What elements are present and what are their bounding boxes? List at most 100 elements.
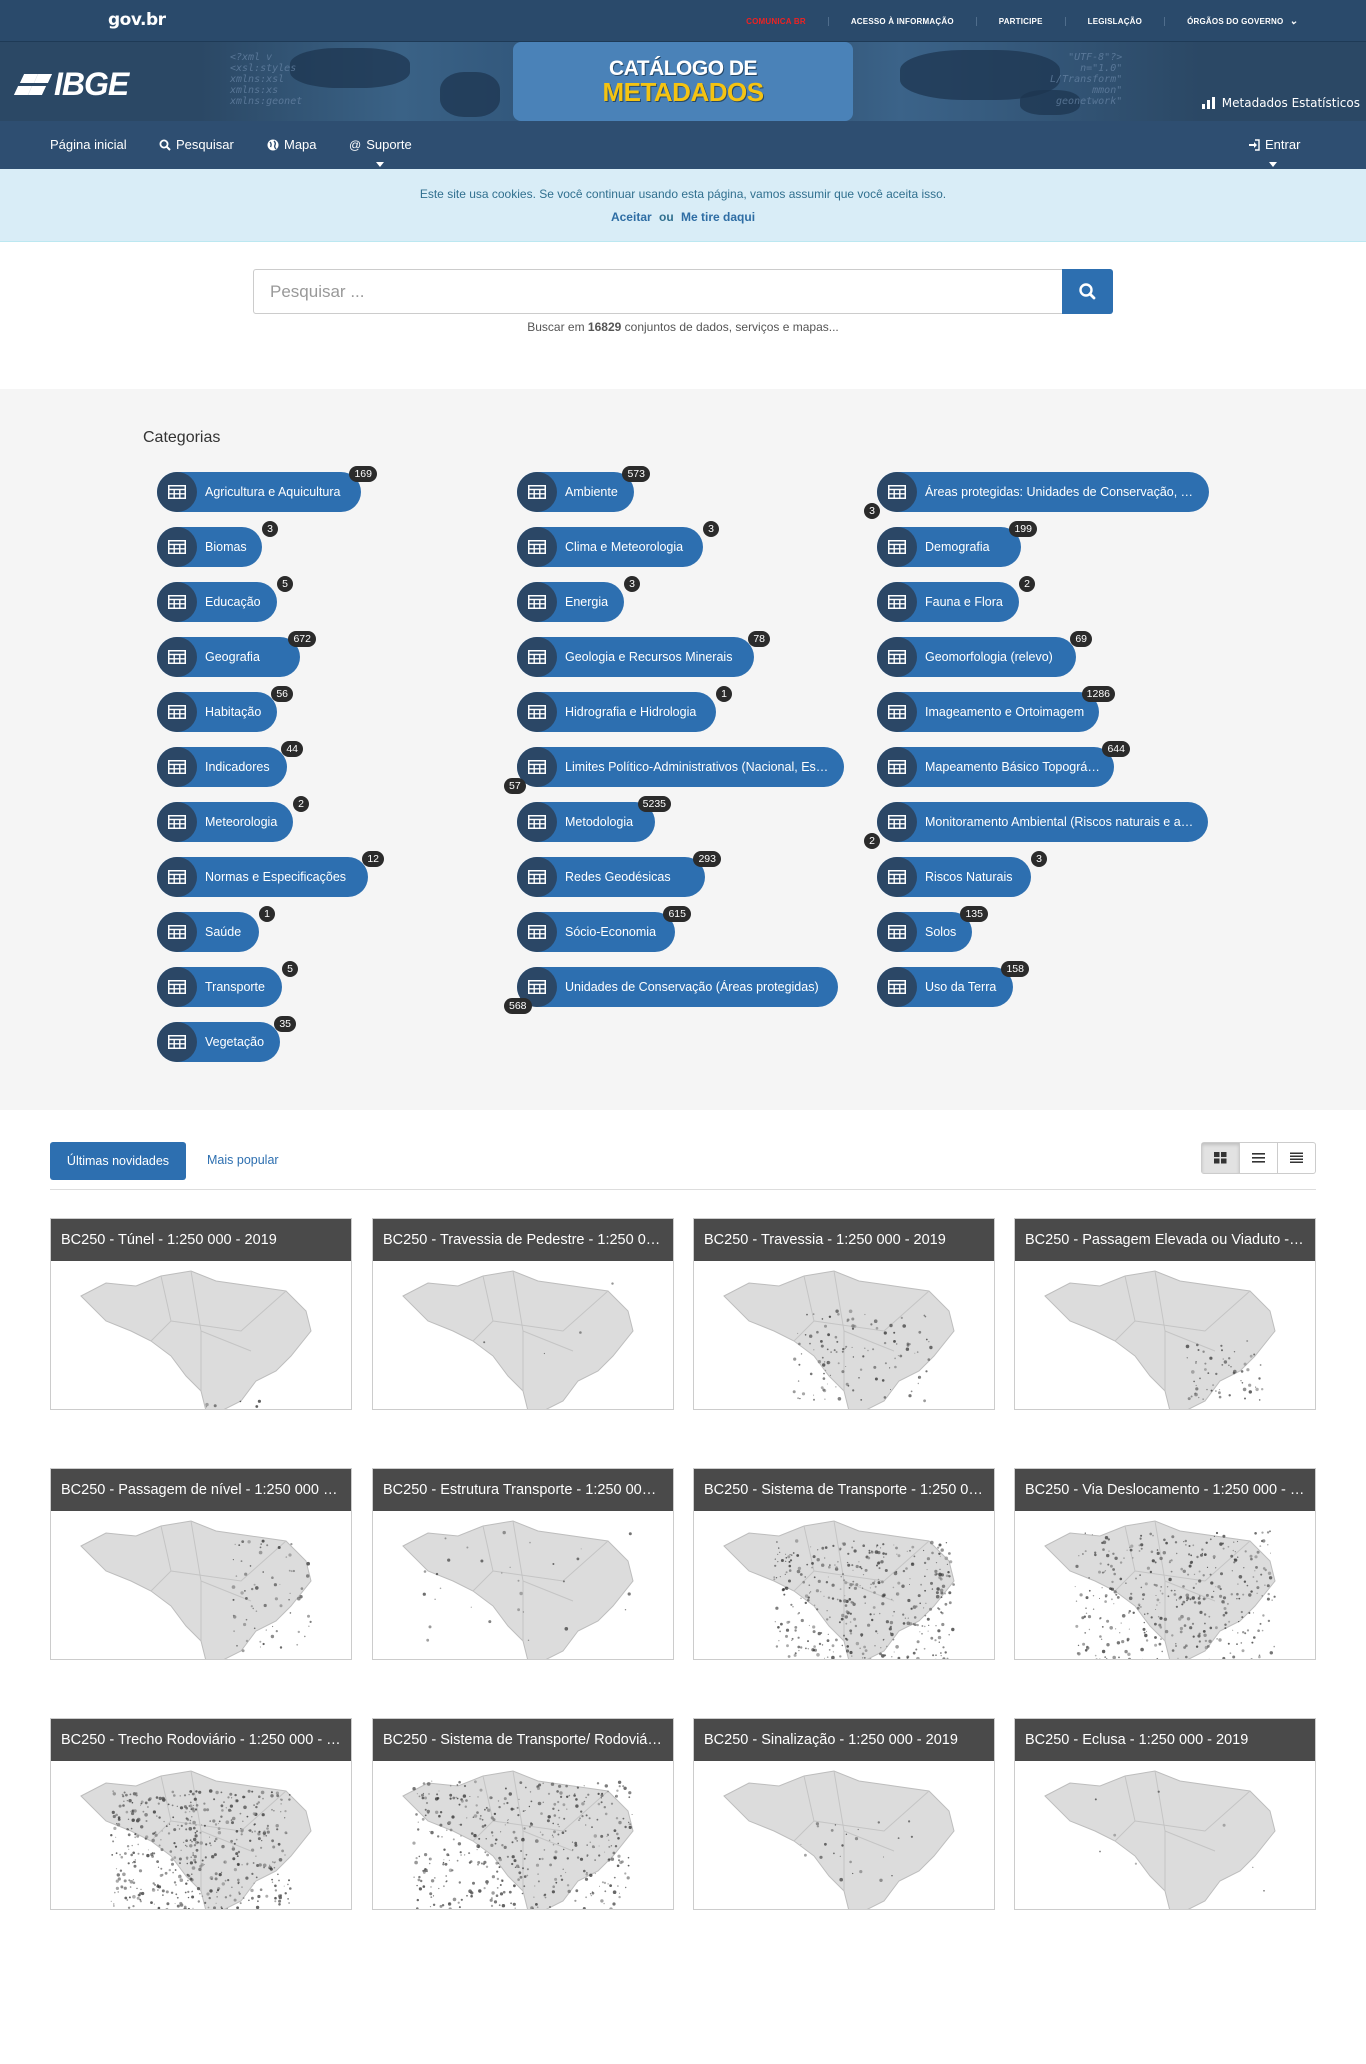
category-item[interactable]: Unidades de Conservação (Áreas protegida… [517, 967, 838, 1007]
category-item[interactable]: Solos [877, 912, 972, 952]
category-item[interactable]: Uso da Terra [877, 967, 1013, 1007]
category-item[interactable]: Riscos Naturais [877, 857, 1031, 897]
category-item[interactable]: Mapeamento Básico Topográfico [877, 747, 1114, 787]
record-map-thumbnail[interactable] [373, 1511, 673, 1659]
metadados-estatisticos-link[interactable]: Metadados Estatísticos [1201, 96, 1360, 110]
record-map-thumbnail[interactable] [1015, 1261, 1315, 1409]
category-item[interactable]: Monitoramento Ambiental (Riscos naturais… [877, 802, 1208, 842]
record-title[interactable]: BC250 - Travessia - 1:250 000 - 2019 [694, 1219, 994, 1261]
tab-latest[interactable]: Últimas novidades [50, 1142, 186, 1180]
bar-chart-icon [1201, 97, 1216, 109]
record-title[interactable]: BC250 - Trecho Rodoviário - 1:250 000 - … [51, 1719, 351, 1761]
record-map-thumbnail[interactable] [51, 1261, 351, 1409]
category-item[interactable]: Metodologia [517, 802, 655, 842]
nav-home[interactable]: Página inicial [50, 137, 127, 152]
record-card[interactable]: BC250 - Trecho Rodoviário - 1:250 000 - … [50, 1718, 352, 1910]
ibge-logo[interactable]: IBGE [13, 66, 129, 103]
record-title[interactable]: BC250 - Sinalização - 1:250 000 - 2019 [694, 1719, 994, 1761]
record-map-thumbnail[interactable] [373, 1761, 673, 1909]
gov-link-comunica[interactable]: Comunica BR [724, 16, 829, 26]
category-item[interactable]: Fauna e Flora [877, 582, 1019, 622]
gov-link-legislacao[interactable]: Legislação [1066, 16, 1166, 26]
category-item[interactable]: Áreas protegidas: Unidades de Conservaçã… [877, 472, 1209, 512]
category-item[interactable]: Clima e Meteorologia [517, 527, 703, 567]
record-title[interactable]: BC250 - Eclusa - 1:250 000 - 2019 [1015, 1719, 1315, 1761]
category-item[interactable]: Geomorfologia (relevo) [877, 637, 1076, 677]
category-item[interactable]: Hidrografia e Hidrologia [517, 692, 716, 732]
record-map-thumbnail[interactable] [694, 1761, 994, 1909]
record-title[interactable]: BC250 - Passagem Elevada ou Viaduto - 1:… [1015, 1219, 1315, 1261]
record-card[interactable]: BC250 - Passagem de nível - 1:250 000 - … [50, 1468, 352, 1660]
category-item[interactable]: Habitação [157, 692, 277, 732]
catalog-title[interactable]: CATÁLOGO DE METADADOS [513, 42, 853, 121]
table-icon [877, 967, 917, 1007]
search-button[interactable] [1062, 269, 1113, 314]
record-card[interactable]: BC250 - Via Deslocamento - 1:250 000 - 2… [1014, 1468, 1316, 1660]
category-item[interactable]: Demografia [877, 527, 1021, 567]
record-title[interactable]: BC250 - Travessia de Pedestre - 1:250 00… [373, 1219, 673, 1261]
category-item[interactable]: Geografia [157, 637, 300, 677]
record-card[interactable]: BC250 - Estrutura Transporte - 1:250 000… [372, 1468, 674, 1660]
record-card[interactable]: BC250 - Sistema de Transporte - 1:250 00… [693, 1468, 995, 1660]
record-map-thumbnail[interactable] [373, 1261, 673, 1409]
category-label: Meteorologia [205, 815, 278, 829]
record-map-thumbnail[interactable] [694, 1261, 994, 1409]
category-item[interactable]: Saúde [157, 912, 259, 952]
record-title[interactable]: BC250 - Via Deslocamento - 1:250 000 - 2… [1015, 1469, 1315, 1511]
nav-search[interactable]: Pesquisar [159, 137, 234, 152]
nav-map[interactable]: Mapa [267, 137, 317, 152]
category-count-badge: 1286 [1081, 686, 1115, 702]
category-item[interactable]: Indicadores [157, 747, 287, 787]
record-map-thumbnail[interactable] [1015, 1761, 1315, 1909]
record-map-thumbnail[interactable] [51, 1761, 351, 1909]
record-card[interactable]: BC250 - Sinalização - 1:250 000 - 2019 [693, 1718, 995, 1910]
category-item[interactable]: Energia [517, 582, 624, 622]
record-card[interactable]: BC250 - Eclusa - 1:250 000 - 2019 [1014, 1718, 1316, 1910]
category-item[interactable]: Biomas [157, 527, 262, 567]
category-item[interactable]: Agricultura e Aquicultura [157, 472, 361, 512]
category-item[interactable]: Imageamento e Ortoimagem [877, 692, 1099, 732]
category-item[interactable]: Normas e Especificações [157, 857, 368, 897]
nav-support[interactable]: @ Suporte [349, 137, 412, 152]
tab-popular[interactable]: Mais popular [207, 1153, 279, 1167]
search-input[interactable]: Pesquisar ... [253, 269, 1062, 314]
category-item[interactable]: Educação [157, 582, 277, 622]
record-title[interactable]: BC250 - Sistema de Transporte/ Rodoviári… [373, 1719, 673, 1761]
category-label: Solos [925, 925, 957, 939]
govbr-logo[interactable]: gov.br [108, 10, 166, 30]
record-map-thumbnail[interactable] [51, 1511, 351, 1659]
category-item[interactable]: Limites Político-Administrativos (Nacion… [517, 747, 844, 787]
table-icon [157, 967, 197, 1007]
record-map-thumbnail[interactable] [694, 1511, 994, 1659]
record-card[interactable]: BC250 - Túnel - 1:250 000 - 2019 [50, 1218, 352, 1410]
record-map-thumbnail[interactable] [1015, 1511, 1315, 1659]
list-view-button[interactable] [1240, 1143, 1278, 1173]
category-item[interactable]: Ambiente [517, 472, 634, 512]
record-card[interactable]: BC250 - Travessia - 1:250 000 - 2019 [693, 1218, 995, 1410]
record-card[interactable]: BC250 - Travessia de Pedestre - 1:250 00… [372, 1218, 674, 1410]
table-view-button[interactable] [1278, 1143, 1315, 1173]
gov-link-acesso[interactable]: Acesso à informação [829, 16, 977, 26]
category-item[interactable]: Vegetação [157, 1022, 280, 1062]
grid-view-button[interactable] [1202, 1143, 1240, 1173]
record-card[interactable]: BC250 - Passagem Elevada ou Viaduto - 1:… [1014, 1218, 1316, 1410]
at-sign-icon: @ [349, 137, 362, 152]
category-label: Energia [565, 595, 609, 609]
nav-login[interactable]: Entrar [1248, 137, 1300, 152]
record-title[interactable]: BC250 - Sistema de Transporte - 1:250 00… [694, 1469, 994, 1511]
record-title[interactable]: BC250 - Passagem de nível - 1:250 000 - … [51, 1469, 351, 1511]
category-item[interactable]: Geologia e Recursos Minerais [517, 637, 754, 677]
cookie-reject-link[interactable]: Me tire daqui [681, 210, 756, 224]
category-item[interactable]: Transporte [157, 967, 282, 1007]
cookie-accept-link[interactable]: Aceitar [610, 210, 652, 224]
record-title[interactable]: BC250 - Túnel - 1:250 000 - 2019 [51, 1219, 351, 1261]
gov-link-participe[interactable]: Participe [977, 16, 1066, 26]
category-item[interactable]: Sócio-Economia [517, 912, 675, 952]
category-count-badge: 3 [703, 521, 719, 537]
record-title[interactable]: BC250 - Estrutura Transporte - 1:250 000… [373, 1469, 673, 1511]
record-card[interactable]: BC250 - Sistema de Transporte/ Rodoviári… [372, 1718, 674, 1910]
gov-link-orgaos[interactable]: Órgãos do governo ⌄ [1165, 16, 1320, 27]
category-item[interactable]: Meteorologia [157, 802, 293, 842]
category-item[interactable]: Redes Geodésicas [517, 857, 705, 897]
category-label: Normas e Especificações [205, 870, 347, 884]
